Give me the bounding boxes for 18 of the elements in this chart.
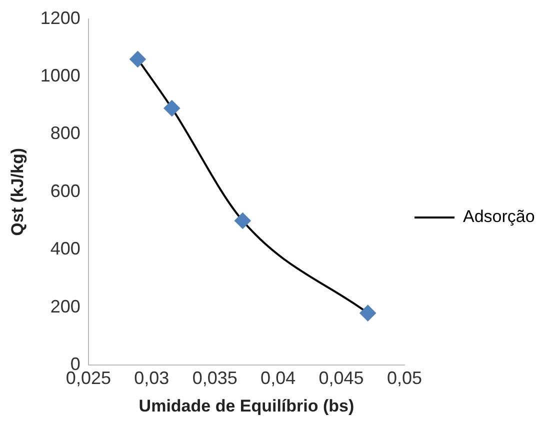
x-axis-title: Umidade de Equilíbrio (bs) — [138, 396, 354, 416]
point — [234, 212, 251, 229]
point — [164, 100, 180, 116]
x-tick-label: 0,04 — [260, 368, 296, 388]
y-tick-label: 400 — [50, 238, 80, 259]
x-tick-label: 0,035 — [192, 368, 238, 388]
x-tick-label: 0,05 — [386, 368, 422, 388]
y-tick-label: 1000 — [40, 65, 80, 86]
point — [130, 51, 146, 68]
y-tick-label: 800 — [50, 123, 80, 144]
y-tick-label: 200 — [50, 296, 80, 316]
y-axis-title: Qst (kJ/kg) — [8, 148, 27, 236]
x-tick-label: 0,03 — [134, 368, 170, 388]
legend-label: Adsorção — [463, 207, 535, 226]
x-tick-label: 0,045 — [318, 368, 364, 388]
y-tick-label: 600 — [50, 180, 80, 201]
point — [360, 305, 376, 322]
y-tick-label: 1200 — [40, 8, 80, 28]
